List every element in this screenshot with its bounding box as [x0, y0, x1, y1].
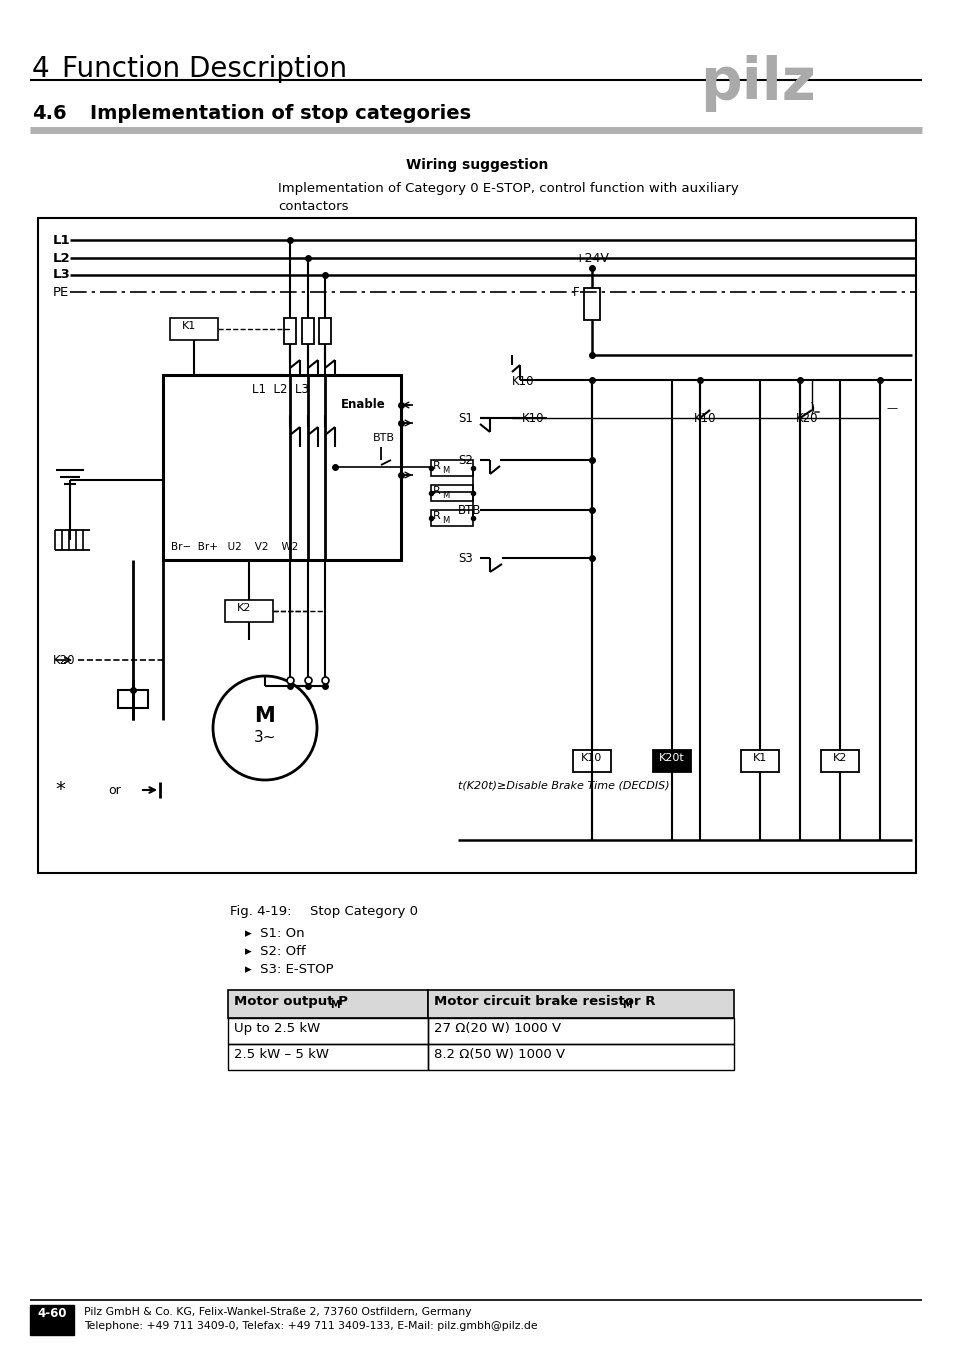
- Text: K1: K1: [752, 753, 766, 763]
- Text: Enable: Enable: [340, 398, 385, 412]
- Bar: [284, 319, 295, 344]
- Bar: [302, 319, 314, 344]
- Text: Up to 2.5 kW: Up to 2.5 kW: [233, 1022, 320, 1035]
- Text: BTB: BTB: [373, 433, 395, 443]
- Text: BTB: BTB: [457, 504, 481, 517]
- Bar: [431, 510, 473, 526]
- Text: 8.2 Ω(50 W) 1000 V: 8.2 Ω(50 W) 1000 V: [434, 1048, 564, 1061]
- Text: F: F: [573, 286, 579, 298]
- Text: M: M: [441, 466, 449, 475]
- Text: or: or: [108, 783, 121, 796]
- Text: R: R: [433, 486, 440, 495]
- Text: Pilz GmbH & Co. KG, Felix-Wankel-Straße 2, 73760 Ostfildern, Germany: Pilz GmbH & Co. KG, Felix-Wankel-Straße …: [84, 1307, 471, 1318]
- Text: Motor circuit brake resistor R: Motor circuit brake resistor R: [434, 995, 655, 1008]
- Bar: [225, 599, 273, 622]
- Bar: [38, 217, 915, 873]
- Text: R: R: [433, 460, 440, 471]
- Text: Br−  Br+   U2    V2    W2: Br− Br+ U2 V2 W2: [171, 541, 298, 552]
- Bar: [30, 1305, 74, 1335]
- Bar: [228, 1044, 428, 1071]
- Text: 27 Ω(20 W) 1000 V: 27 Ω(20 W) 1000 V: [434, 1022, 560, 1035]
- Text: 4-60: 4-60: [37, 1307, 67, 1320]
- Text: S2: S2: [457, 454, 473, 467]
- Text: M: M: [441, 516, 449, 525]
- Text: *: *: [55, 780, 65, 799]
- Text: L2: L2: [53, 251, 71, 265]
- Text: 3∼: 3∼: [253, 730, 276, 745]
- Bar: [228, 990, 428, 1018]
- Text: 2.5 kW – 5 kW: 2.5 kW – 5 kW: [233, 1048, 329, 1061]
- Text: Implementation of stop categories: Implementation of stop categories: [90, 104, 471, 123]
- Text: Fig. 4-19:: Fig. 4-19:: [230, 904, 292, 918]
- Text: 4: 4: [32, 55, 50, 82]
- Text: M: M: [254, 706, 275, 726]
- Text: S3: S3: [457, 552, 473, 564]
- Bar: [228, 1018, 428, 1044]
- Text: +24V: +24V: [574, 252, 609, 265]
- Text: K1: K1: [182, 321, 196, 331]
- Text: Motor output P: Motor output P: [233, 995, 348, 1008]
- Text: K20t: K20t: [659, 753, 684, 763]
- Text: K20: K20: [795, 412, 818, 425]
- Text: Wiring suggestion: Wiring suggestion: [405, 158, 548, 171]
- Bar: [583, 288, 599, 320]
- Text: K2: K2: [832, 753, 846, 763]
- Bar: [170, 319, 218, 340]
- Bar: [428, 1044, 733, 1071]
- Bar: [821, 751, 858, 772]
- Text: pilz: pilz: [700, 55, 815, 112]
- Bar: [652, 751, 690, 772]
- Bar: [428, 1018, 733, 1044]
- Text: K10: K10: [693, 412, 716, 425]
- Text: L1  L2  L3: L1 L2 L3: [252, 383, 309, 396]
- Bar: [118, 690, 148, 707]
- Text: ▸  S1: On: ▸ S1: On: [245, 927, 304, 940]
- Text: L3: L3: [53, 269, 71, 282]
- Bar: [573, 751, 610, 772]
- Bar: [740, 751, 779, 772]
- Text: L1: L1: [53, 234, 71, 247]
- Bar: [428, 990, 733, 1018]
- Bar: [431, 460, 473, 477]
- Text: K10: K10: [512, 375, 534, 387]
- Text: Function Description: Function Description: [62, 55, 347, 82]
- Text: S1: S1: [457, 412, 473, 424]
- Text: PE: PE: [53, 285, 70, 298]
- Text: M: M: [441, 491, 449, 500]
- Text: K2: K2: [236, 603, 251, 613]
- Text: M: M: [621, 1000, 631, 1010]
- Text: ▸  S2: Off: ▸ S2: Off: [245, 945, 305, 958]
- Text: Stop Category 0: Stop Category 0: [310, 904, 417, 918]
- Bar: [318, 319, 331, 344]
- Bar: [163, 375, 400, 560]
- Text: —: —: [885, 404, 896, 413]
- Text: Implementation of Category 0 E-STOP, control function with auxiliary: Implementation of Category 0 E-STOP, con…: [277, 182, 738, 194]
- Text: K20: K20: [53, 653, 75, 667]
- Text: M: M: [330, 1000, 339, 1010]
- Text: ): ): [809, 401, 815, 414]
- Text: contactors: contactors: [277, 200, 348, 213]
- Text: 4.6: 4.6: [32, 104, 67, 123]
- Text: ▸  S3: E-STOP: ▸ S3: E-STOP: [245, 963, 334, 976]
- Text: R: R: [433, 512, 440, 521]
- Text: Telephone: +49 711 3409-0, Telefax: +49 711 3409-133, E-Mail: pilz.gmbh@pilz.de: Telephone: +49 711 3409-0, Telefax: +49 …: [84, 1322, 537, 1331]
- Text: K10: K10: [580, 753, 602, 763]
- Text: t(K20t)≥Disable Brake Time (DECDIS): t(K20t)≥Disable Brake Time (DECDIS): [457, 780, 669, 790]
- Text: K10: K10: [521, 412, 544, 425]
- Bar: [431, 485, 473, 501]
